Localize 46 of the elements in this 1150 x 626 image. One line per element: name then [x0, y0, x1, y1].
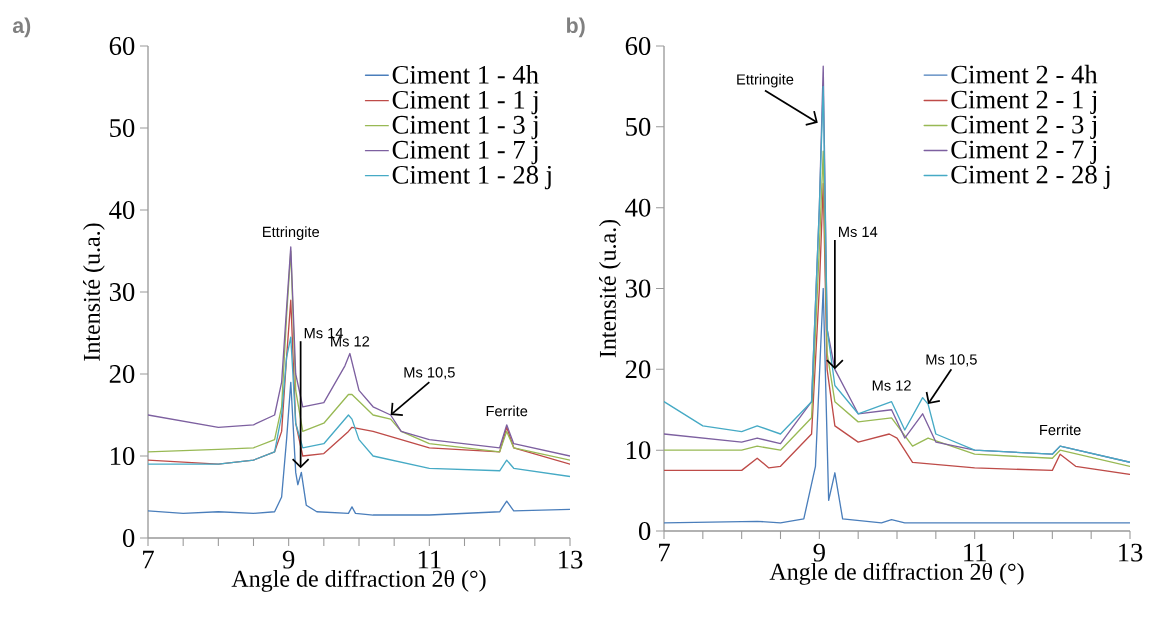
y-tick-label: 60 — [625, 37, 651, 55]
y-axis-title: Intensité (u.a.) — [83, 223, 105, 361]
legend-label: Ciment 1 - 28 j — [392, 165, 551, 190]
y-axis-title: Intensité (u.a.) — [599, 219, 621, 358]
legend-label: Ciment 1 - 3 j — [392, 115, 538, 140]
x-tick-label: 13 — [559, 550, 583, 569]
y-tick-label: 50 — [110, 119, 135, 137]
legend-label: Ciment 1 - 1 j — [392, 90, 538, 115]
x-tick-label: 9 — [813, 543, 825, 562]
legend-label: Ciment 2 - 4h — [951, 64, 1098, 84]
y-tick-label: 30 — [625, 279, 651, 298]
y-tick-label: 60 — [109, 37, 135, 55]
x-tick-label: 13 — [1119, 543, 1143, 562]
annotation: Ettringite — [737, 73, 794, 88]
legend-label: Ciment 2 - 28 j — [951, 165, 1110, 190]
annotation: Ferrite — [486, 405, 528, 417]
x-tick-label: 7 — [143, 550, 154, 569]
x-tick-label: 7 — [659, 543, 670, 562]
y-tick-label: 0 — [638, 522, 651, 540]
y-tick-label: 30 — [109, 283, 135, 301]
y-tick-label: 50 — [626, 117, 651, 136]
annotation: Ms 14 — [839, 226, 878, 238]
y-tick-label: 40 — [625, 198, 651, 217]
annotation: Ms 12 — [872, 380, 911, 391]
x-tick-label: 11 — [964, 543, 986, 562]
x-tick-label: 9 — [282, 550, 295, 569]
y-tick-label: 10 — [110, 447, 135, 465]
legend-label: Ciment 2 - 7 j — [951, 140, 1097, 164]
legend-label: Ciment 1 - 4h — [392, 65, 539, 84]
legend-label: Ciment 2 - 1 j — [951, 90, 1097, 114]
y-tick-label: 40 — [109, 201, 135, 219]
annotation: Ettringite — [263, 226, 320, 240]
legend-label: Ciment 1 - 7 j — [392, 140, 538, 165]
legend-label: Ciment 2 - 3 j — [951, 115, 1097, 139]
x-axis-title: Angle de diffraction 2θ (°) — [769, 562, 1024, 585]
annotation: Ms 10,5 — [404, 367, 455, 380]
chart-title: a) — [12, 17, 31, 38]
x-axis-title: Angle de diffraction 2θ (°) — [231, 569, 486, 592]
x-tick-label: 11 — [418, 550, 441, 569]
annotation: Ferrite — [1040, 424, 1081, 436]
annotation: Ms 10,5 — [926, 354, 977, 367]
chart-title: b) — [567, 17, 585, 38]
y-tick-label: 0 — [122, 529, 135, 547]
y-tick-label: 20 — [109, 365, 135, 383]
y-tick-label: 10 — [626, 441, 651, 460]
y-tick-label: 20 — [625, 360, 651, 379]
